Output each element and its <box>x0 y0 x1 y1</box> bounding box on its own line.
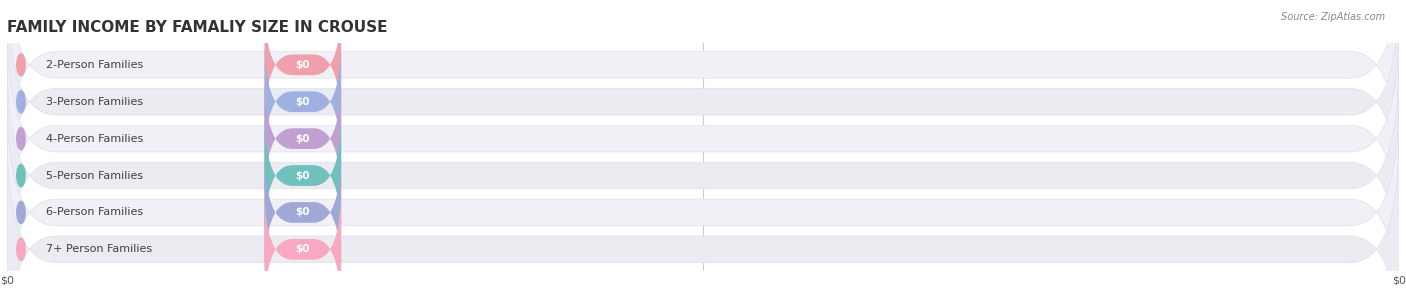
Text: 3-Person Families: 3-Person Families <box>46 97 143 107</box>
FancyBboxPatch shape <box>7 0 1399 217</box>
Text: 2-Person Families: 2-Person Families <box>46 60 143 70</box>
FancyBboxPatch shape <box>7 0 1399 181</box>
Text: Source: ZipAtlas.com: Source: ZipAtlas.com <box>1281 12 1385 22</box>
FancyBboxPatch shape <box>264 2 342 128</box>
FancyBboxPatch shape <box>7 60 1399 291</box>
FancyBboxPatch shape <box>264 186 342 305</box>
FancyBboxPatch shape <box>264 38 342 165</box>
Text: $0: $0 <box>295 244 311 254</box>
Circle shape <box>17 164 25 187</box>
FancyBboxPatch shape <box>7 134 1399 305</box>
Circle shape <box>17 54 25 76</box>
Text: $0: $0 <box>295 207 311 217</box>
Text: 7+ Person Families: 7+ Person Families <box>46 244 152 254</box>
Text: 4-Person Families: 4-Person Families <box>46 134 143 144</box>
FancyBboxPatch shape <box>264 112 342 239</box>
FancyBboxPatch shape <box>7 23 1399 254</box>
FancyBboxPatch shape <box>7 97 1399 305</box>
Text: $0: $0 <box>295 134 311 144</box>
FancyBboxPatch shape <box>264 75 342 202</box>
Text: $0: $0 <box>295 170 311 181</box>
Circle shape <box>17 127 25 150</box>
Text: 5-Person Families: 5-Person Families <box>46 170 143 181</box>
FancyBboxPatch shape <box>264 149 342 276</box>
Text: $0: $0 <box>295 60 311 70</box>
Circle shape <box>17 238 25 260</box>
Text: FAMILY INCOME BY FAMALIY SIZE IN CROUSE: FAMILY INCOME BY FAMALIY SIZE IN CROUSE <box>7 20 388 34</box>
Text: 6-Person Families: 6-Person Families <box>46 207 143 217</box>
Text: $0: $0 <box>295 97 311 107</box>
Circle shape <box>17 91 25 113</box>
Circle shape <box>17 201 25 224</box>
